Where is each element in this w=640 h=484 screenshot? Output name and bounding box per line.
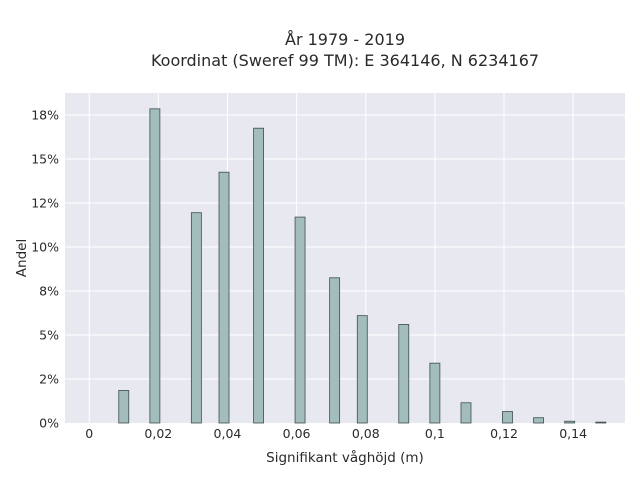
histogram-bar: [533, 417, 544, 424]
x-tick-label: 0,14: [559, 426, 587, 441]
histogram-bar: [118, 390, 130, 424]
y-tick-label: 12%: [31, 196, 59, 211]
histogram-bar: [329, 277, 341, 424]
histogram-bar: [502, 411, 513, 424]
x-tick-label: 0,08: [352, 426, 380, 441]
histogram-bar: [190, 212, 202, 424]
x-tick-label: 0,06: [283, 426, 311, 441]
y-tick-label: 5%: [39, 328, 59, 343]
x-tick-label: 0,1: [425, 426, 445, 441]
histogram-bar: [218, 171, 230, 424]
x-axis-title: Signifikant våghöjd (m): [266, 449, 424, 466]
histogram-bar: [149, 108, 161, 424]
histogram-bar: [253, 127, 264, 424]
y-tick-label: 8%: [39, 284, 59, 299]
y-axis-title: Andel: [14, 239, 30, 277]
histogram-bar: [460, 402, 472, 424]
x-tick-label: 0,12: [490, 426, 518, 441]
histogram-bar: [294, 216, 306, 424]
histogram-bar: [429, 362, 441, 424]
chart-title: År 1979 - 2019: [285, 30, 405, 49]
y-tick-label: 10%: [31, 240, 59, 255]
x-tick-label: 0,02: [144, 426, 172, 441]
x-tick-labels: 0 0,02 0,04 0,06 0,08 0,1 0,12 0,14: [85, 426, 587, 441]
x-tick-label: 0,04: [214, 426, 242, 441]
y-tick-label: 18%: [31, 108, 59, 123]
x-tick-label: 0: [85, 426, 93, 441]
plot-area: [65, 93, 625, 423]
y-tick-label: 0%: [39, 416, 59, 431]
histogram-bar: [356, 315, 368, 424]
y-tick-label: 15%: [31, 152, 59, 167]
histogram-bar: [398, 324, 410, 424]
y-tick-label: 2%: [39, 372, 59, 387]
chart-subtitle: Koordinat (Sweref 99 TM): E 364146, N 62…: [151, 51, 539, 70]
bars: [118, 108, 607, 424]
histogram-bar: [595, 421, 607, 424]
histogram-bar: [564, 420, 576, 424]
y-tick-labels: 0% 2% 5% 8% 10% 12% 15% 18%: [31, 108, 59, 431]
